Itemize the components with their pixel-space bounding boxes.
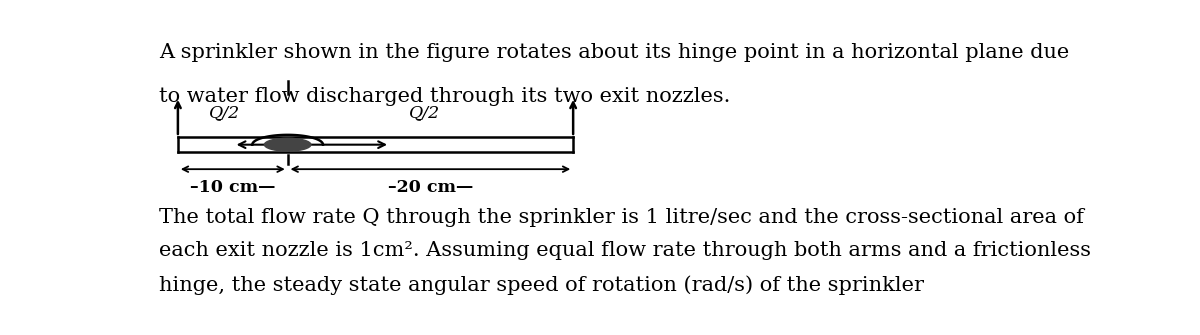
Circle shape [264,138,311,151]
Text: hinge, the steady state angular speed of rotation (rad/s) of the sprinkler: hinge, the steady state angular speed of… [160,275,924,294]
Text: Q/2: Q/2 [409,104,440,121]
Text: –20 cm—: –20 cm— [388,180,473,197]
Text: –10 cm—: –10 cm— [190,180,276,197]
Text: Q/2: Q/2 [209,104,240,121]
Text: each exit nozzle is 1cm². Assuming equal flow rate through both arms and a frict: each exit nozzle is 1cm². Assuming equal… [160,242,1091,260]
Text: to water flow discharged through its two exit nozzles.: to water flow discharged through its two… [160,87,731,106]
Text: A sprinkler shown in the figure rotates about its hinge point in a horizontal pl: A sprinkler shown in the figure rotates … [160,43,1069,62]
Text: The total flow rate Q through the sprinkler is 1 litre/sec and the cross-section: The total flow rate Q through the sprink… [160,208,1084,227]
